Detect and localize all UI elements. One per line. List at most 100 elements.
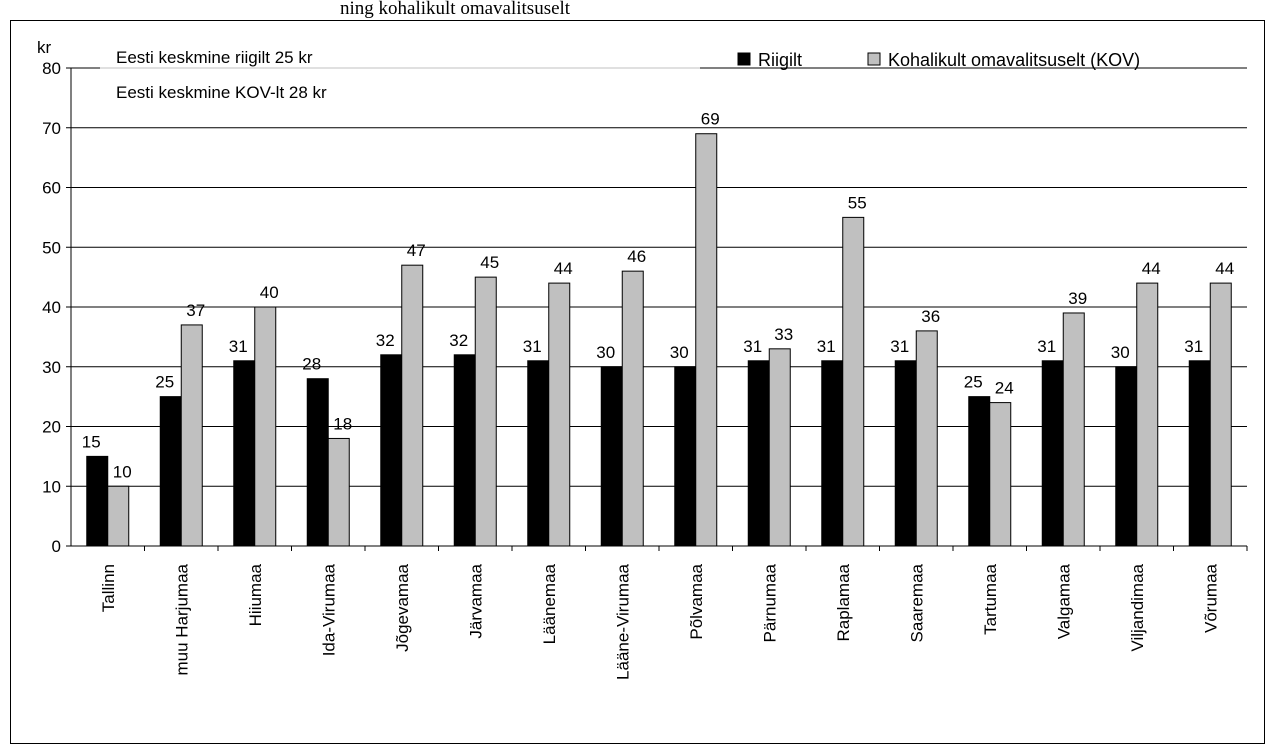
data-label-kov: 39 (1068, 289, 1087, 308)
legend-swatch-kov (867, 52, 881, 66)
data-label-kov: 55 (848, 193, 867, 212)
category-label: Valgamaa (1054, 563, 1073, 639)
data-label-riigilt: 15 (82, 432, 101, 451)
bar-kov (695, 133, 718, 547)
bar-riigilt (159, 396, 182, 547)
bar-riigilt (968, 396, 991, 547)
category-label: Hiiumaa (246, 563, 265, 626)
bar-riigilt (1041, 360, 1064, 547)
average-notes: Eesti keskmine riigilt 25 kr Eesti keskm… (100, 48, 700, 102)
bar-riigilt (527, 360, 550, 547)
category-label: Raplamaa (834, 563, 853, 641)
data-label-kov: 44 (554, 259, 573, 278)
category-label: Põlvamaa (687, 563, 706, 639)
data-label-kov: 46 (627, 247, 646, 266)
data-label-kov: 40 (260, 283, 279, 302)
data-label-riigilt: 30 (670, 343, 689, 362)
data-label-riigilt: 28 (302, 355, 321, 374)
category-label: Viljandimaa (1128, 563, 1147, 651)
bar-riigilt (86, 455, 109, 547)
y-tick-label: 50 (42, 238, 61, 257)
bars (86, 133, 1232, 547)
data-label-kov: 45 (480, 253, 499, 272)
bar-kov (768, 348, 791, 547)
data-label-riigilt: 25 (964, 373, 983, 392)
data-label-riigilt: 30 (596, 343, 615, 362)
category-label: Saaremaa (907, 563, 926, 642)
data-label-kov: 18 (333, 414, 352, 433)
top-cut-text: ning kohalikult omavalitsuselt (340, 0, 571, 19)
bar-kov (327, 437, 350, 547)
bar-riigilt (1115, 366, 1138, 547)
bar-kov (1136, 282, 1159, 547)
data-labels: 15 10 25 37 31 40 28 18 32 47 32 45 31 44 30 46 30 69 31 33… (82, 110, 1234, 482)
category-label: Lääne-Virumaa (613, 563, 632, 679)
bar-riigilt (1188, 360, 1211, 547)
bar-kov (401, 264, 424, 547)
data-label-riigilt: 31 (890, 337, 909, 356)
data-label-riigilt: 31 (1037, 337, 1056, 356)
bar-riigilt (600, 366, 623, 547)
y-tick-label: 60 (42, 179, 61, 198)
y-tick-label: 20 (42, 418, 61, 437)
bar-kov (474, 276, 497, 547)
bar-riigilt (453, 354, 476, 547)
note-kov: Eesti keskmine KOV-lt 28 kr (116, 83, 327, 102)
data-label-riigilt: 32 (376, 331, 395, 350)
y-tick-label: 0 (52, 537, 61, 556)
bar-riigilt (233, 360, 256, 547)
data-label-kov: 44 (1215, 259, 1234, 278)
legend-swatch-riigilt (737, 52, 751, 66)
category-label: muu Harjumaa (172, 563, 191, 675)
category-label: Ida-Virumaa (319, 563, 338, 656)
data-label-riigilt: 31 (817, 337, 836, 356)
y-tick-label: 10 (42, 477, 61, 496)
data-label-riigilt: 30 (1111, 343, 1130, 362)
legend: Riigilt Kohalikult omavalitsuselt (KOV) (737, 50, 1140, 70)
data-label-riigilt: 31 (229, 337, 248, 356)
category-label: Järvamaa (466, 563, 485, 638)
category-label: Jõgevamaa (393, 563, 412, 651)
legend-label-riigilt: Riigilt (758, 50, 802, 70)
category-label: Pärnumaa (760, 563, 779, 642)
bar-riigilt (747, 360, 770, 547)
data-label-kov: 36 (921, 307, 940, 326)
data-label-kov: 69 (701, 110, 720, 129)
category-labels: Tallinn muu Harjumaa Hiiumaa Ida-Virumaa Jõg… (99, 563, 1221, 679)
category-label: Võrumaa (1201, 563, 1220, 633)
bar-riigilt (821, 360, 844, 547)
data-label-kov: 37 (186, 301, 205, 320)
y-tick-labels: 0 10 20 30 40 50 60 70 80 (42, 59, 61, 556)
bar-kov (548, 282, 571, 547)
y-tick-label: 30 (42, 358, 61, 377)
bar-kov (254, 306, 277, 547)
category-label: Tartumaa (981, 563, 1000, 634)
y-tick-label: 80 (42, 59, 61, 78)
bar-kov (1062, 312, 1085, 547)
axes: kr (37, 38, 1248, 551)
bar-kov (915, 330, 938, 547)
bar-kov (621, 270, 644, 547)
y-unit-label: kr (37, 38, 52, 57)
data-label-riigilt: 31 (743, 337, 762, 356)
y-tick-label: 40 (42, 298, 61, 317)
data-label-riigilt: 25 (155, 373, 174, 392)
bar-kov (989, 402, 1012, 547)
bar-riigilt (380, 354, 403, 547)
bar-kov (107, 485, 130, 547)
bar-kov (842, 216, 865, 547)
note-riigilt: Eesti keskmine riigilt 25 kr (116, 48, 313, 67)
data-label-riigilt: 31 (1184, 337, 1203, 356)
category-label: Läänemaa (540, 563, 559, 644)
bar-riigilt (306, 378, 329, 547)
data-label-kov: 33 (774, 325, 793, 344)
bar-riigilt (894, 360, 917, 547)
data-label-kov: 44 (1142, 259, 1161, 278)
y-tick-label: 70 (42, 119, 61, 138)
bar-kov (1209, 282, 1232, 547)
category-label: Tallinn (99, 564, 118, 612)
data-label-kov: 47 (407, 241, 426, 260)
legend-label-kov: Kohalikult omavalitsuselt (KOV) (888, 50, 1140, 70)
data-label-riigilt: 32 (449, 331, 468, 350)
